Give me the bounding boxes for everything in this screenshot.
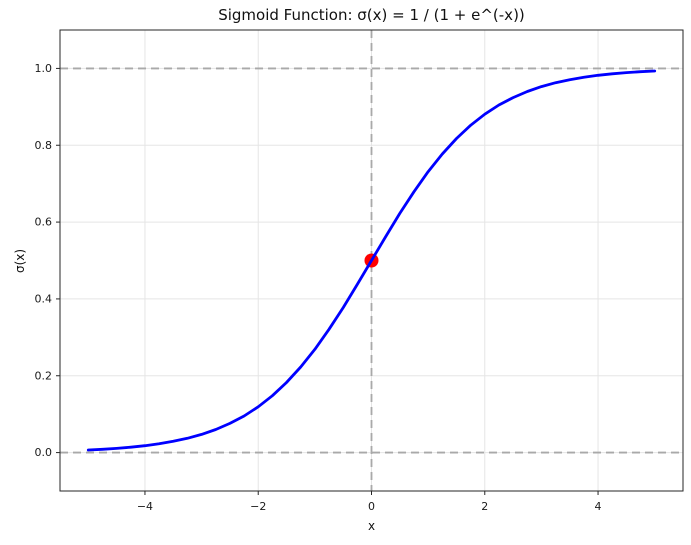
y-tick-label: 0.0 bbox=[35, 446, 53, 459]
x-tick-label: −2 bbox=[250, 500, 266, 513]
y-tick-label: 0.6 bbox=[35, 216, 53, 229]
x-axis-label: x bbox=[367, 519, 376, 533]
x-tick-label: 0 bbox=[368, 500, 375, 513]
x-tick-label: −4 bbox=[137, 500, 153, 513]
y-tick-label: 0.4 bbox=[35, 292, 53, 305]
chart-title: Sigmoid Function: σ(x) = 1 / (1 + e^(-x)… bbox=[218, 6, 525, 24]
x-tick-label: 2 bbox=[481, 500, 488, 513]
x-tick-label: 4 bbox=[595, 500, 602, 513]
y-tick-label: 1.0 bbox=[35, 62, 53, 75]
y-tick-label: 0.2 bbox=[35, 369, 53, 382]
y-tick-label: 0.8 bbox=[35, 139, 53, 152]
sigmoid-curve bbox=[86, 69, 657, 452]
